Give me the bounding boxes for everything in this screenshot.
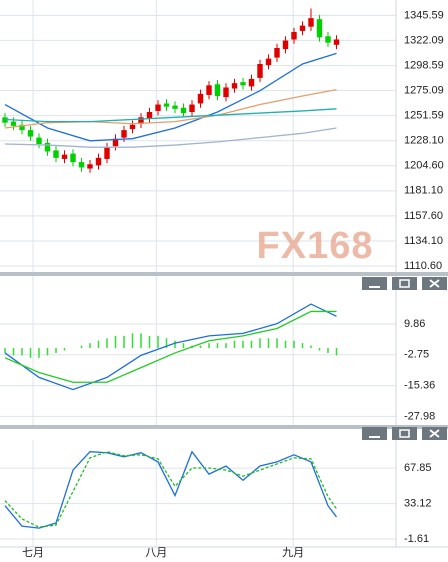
candle-body — [155, 104, 161, 111]
candle-body — [129, 124, 136, 130]
candle-body — [333, 39, 340, 45]
candle-body — [282, 40, 289, 50]
y-tick-label: 9.86 — [404, 318, 425, 330]
y-tick-label: 33.12 — [404, 497, 432, 509]
candle-body — [231, 83, 238, 89]
candle-body — [95, 157, 102, 166]
line-series — [4, 303, 337, 391]
line-series — [4, 108, 337, 123]
y-tick-label: 1298.59 — [404, 59, 444, 71]
candle-body — [104, 147, 110, 159]
y-tick-label: -1.61 — [404, 533, 429, 545]
watermark: FX168 — [257, 225, 374, 267]
candle-body — [197, 93, 204, 104]
panel-separator — [0, 272, 448, 276]
restore-button[interactable] — [392, 427, 417, 440]
restore-icon — [399, 279, 410, 288]
candle-body — [36, 137, 42, 144]
line-series — [4, 88, 337, 129]
line-series — [4, 310, 337, 383]
candle-body — [308, 18, 314, 27]
candle-body — [19, 124, 25, 131]
y-tick-label: 1345.59 — [404, 9, 444, 21]
y-tick-label: -15.36 — [404, 379, 435, 391]
candle-body — [316, 19, 323, 38]
candle-body — [299, 25, 306, 31]
candle-body — [53, 150, 59, 158]
candle-body — [240, 82, 246, 86]
candle-body — [189, 104, 195, 112]
close-icon — [429, 429, 440, 438]
candle-body — [87, 164, 93, 169]
candle-body — [10, 121, 17, 126]
candle-body — [44, 142, 51, 152]
candle-body — [214, 84, 221, 96]
candle-body — [274, 48, 280, 58]
candle-body — [223, 87, 229, 98]
candle-body — [248, 78, 255, 87]
y-tick-label: 1157.60 — [404, 210, 443, 222]
candle-body — [146, 112, 153, 119]
candle-body — [257, 64, 263, 78]
restore-button[interactable] — [392, 277, 417, 290]
candle-body — [61, 154, 68, 159]
x-tick-label: 七月 — [22, 546, 44, 559]
y-tick-label: 1251.59 — [404, 110, 444, 122]
candle-body — [70, 153, 76, 163]
close-icon — [429, 279, 440, 288]
y-tick-label: 1322.09 — [404, 34, 444, 46]
y-tick-label: 1134.10 — [404, 235, 443, 247]
candle-body — [112, 138, 119, 147]
y-tick-label: 67.85 — [404, 462, 432, 474]
candle-body — [180, 107, 187, 114]
x-tick-label: 八月 — [145, 547, 167, 559]
y-tick-label: -27.98 — [404, 410, 435, 422]
candle-body — [121, 130, 127, 138]
x-tick-label: 九月 — [282, 546, 304, 559]
candle-body — [265, 58, 272, 66]
panel-buttons — [362, 277, 447, 440]
y-tick-label: 1110.60 — [404, 260, 442, 272]
line-series — [4, 52, 337, 142]
candle-body — [163, 103, 170, 107]
y-tick-label: 1228.10 — [404, 135, 444, 147]
candle-body — [206, 85, 212, 95]
line-series — [4, 127, 337, 148]
y-tick-label: -2.75 — [404, 349, 429, 361]
candle-body — [138, 117, 144, 124]
candle-body — [78, 162, 85, 168]
line-series — [4, 450, 338, 529]
candle-body — [172, 105, 178, 109]
y-tick-label: 1275.09 — [404, 84, 444, 96]
y-tick-label: 1181.10 — [404, 185, 443, 197]
candle-body — [291, 32, 297, 40]
minimize-button[interactable] — [362, 427, 387, 440]
restore-icon — [399, 429, 410, 438]
y-tick-label: 1204.60 — [404, 160, 444, 172]
panel-separator — [0, 425, 448, 429]
candle-body — [325, 36, 331, 43]
minimize-button[interactable] — [362, 277, 387, 290]
candle-body — [27, 130, 34, 137]
